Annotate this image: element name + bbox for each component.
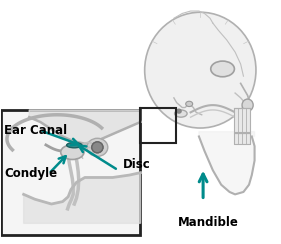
Ellipse shape xyxy=(67,142,82,148)
Ellipse shape xyxy=(145,12,256,128)
Bar xyxy=(1,110,140,235)
Text: Condyle: Condyle xyxy=(4,167,57,180)
Ellipse shape xyxy=(242,99,253,111)
Ellipse shape xyxy=(175,110,187,117)
Polygon shape xyxy=(24,173,140,223)
Bar xyxy=(234,108,250,132)
Text: Disc: Disc xyxy=(123,158,150,172)
Ellipse shape xyxy=(211,61,234,77)
Ellipse shape xyxy=(87,138,108,156)
Bar xyxy=(234,133,250,144)
Ellipse shape xyxy=(61,145,84,160)
Text: Mandible: Mandible xyxy=(178,216,239,229)
Ellipse shape xyxy=(92,142,103,153)
Bar xyxy=(140,108,176,142)
Circle shape xyxy=(177,109,181,113)
Text: Ear Canal: Ear Canal xyxy=(4,124,67,137)
Polygon shape xyxy=(29,110,140,144)
Ellipse shape xyxy=(92,142,103,153)
Polygon shape xyxy=(199,132,255,194)
Ellipse shape xyxy=(186,101,193,107)
